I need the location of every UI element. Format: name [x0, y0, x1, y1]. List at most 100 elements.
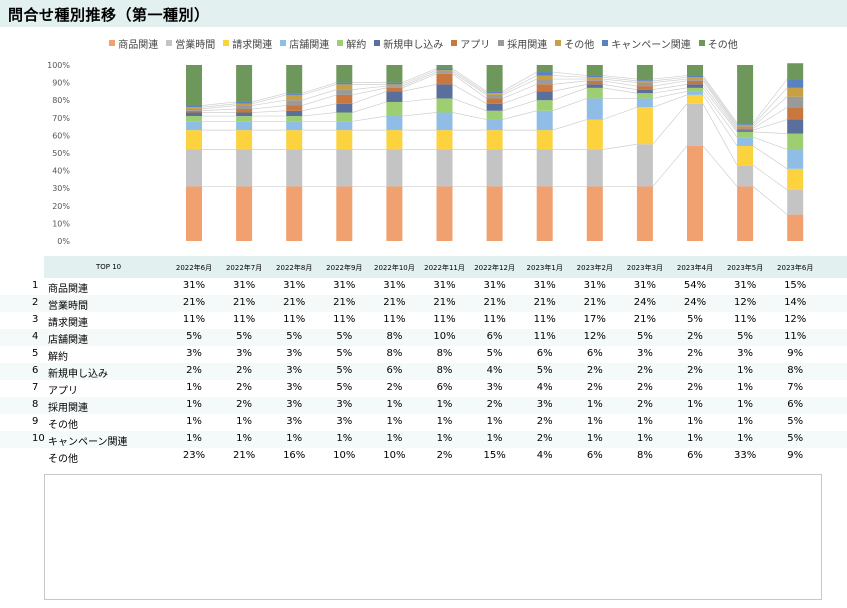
bar-segment	[687, 94, 703, 104]
legend-label: 店舗関連	[289, 39, 330, 51]
table-cell: 5%	[186, 331, 202, 342]
comment-box[interactable]	[44, 474, 822, 600]
table-cell: 1%	[436, 433, 453, 444]
row-rank: 1	[32, 280, 39, 291]
y-tick-label: 40%	[52, 167, 70, 176]
table-cell: 5%	[236, 331, 253, 342]
series-line	[652, 145, 688, 187]
series-line	[302, 89, 337, 101]
legend-swatch	[280, 40, 287, 46]
bar-segment	[236, 101, 253, 104]
bar-segment	[386, 149, 403, 187]
series-line	[452, 84, 487, 105]
legend-item: キャンペーン関連	[602, 36, 691, 51]
table-cell: 31%	[182, 280, 206, 291]
table-cell: 31%	[232, 280, 256, 291]
bar-segment	[336, 149, 353, 187]
table-cell: 6%	[586, 348, 603, 359]
bar-segment	[436, 70, 453, 73]
table-cell: 1%	[586, 399, 603, 410]
bar-segment	[636, 86, 653, 90]
series-line	[352, 87, 387, 96]
table-cell: 3%	[286, 382, 303, 393]
row-label: 営業時間	[48, 301, 88, 312]
legend-label: その他	[707, 39, 738, 51]
table-cell: 11%	[483, 314, 506, 325]
row-rank: 6	[32, 365, 39, 376]
bar-segment	[636, 144, 653, 187]
legend-swatch	[555, 40, 562, 46]
bar-segment	[636, 65, 653, 80]
row-rank: 10	[32, 433, 45, 444]
table-cell: 10%	[333, 450, 356, 461]
bar-segment	[186, 149, 202, 187]
series-line	[702, 103, 738, 166]
series-line	[502, 91, 537, 105]
bar-segment	[436, 130, 453, 150]
series-line	[702, 87, 738, 133]
row-label: 採用関連	[48, 403, 88, 414]
bar-segment	[286, 149, 303, 187]
table-cell: 31%	[633, 280, 656, 291]
series-line	[752, 119, 788, 131]
bar-segment	[636, 79, 653, 81]
row-label: 店舗関連	[48, 335, 88, 346]
table-cell: 2%	[586, 382, 603, 393]
series-line	[602, 106, 638, 120]
table-cell: 6%	[586, 450, 603, 461]
table-cell: 3%	[286, 365, 303, 376]
table-cell: 2%	[436, 450, 453, 461]
bar-segment	[536, 79, 553, 85]
table-cell: 21%	[232, 297, 256, 308]
bar-segment	[436, 84, 453, 99]
bar-segment	[386, 116, 403, 131]
bar-segment	[586, 79, 603, 81]
table-header-label: TOP 10	[96, 263, 122, 271]
series-line	[552, 80, 587, 85]
table-cell: 12%	[784, 314, 807, 325]
bar-segment	[536, 65, 553, 73]
table-cell: 24%	[633, 297, 656, 308]
bar-segment	[436, 73, 453, 85]
table-cell: 54%	[683, 280, 707, 291]
series-line	[702, 80, 738, 129]
table-cell: 2%	[486, 399, 503, 410]
legend-label: 解約	[346, 39, 367, 51]
bar-segment	[236, 116, 253, 122]
legend-swatch	[109, 40, 116, 46]
series-line	[552, 75, 587, 78]
table-cell: 2%	[186, 365, 202, 376]
table-row: 8 採用関連 1% 2% 3% 3% 1% 1% 2% 3% 1% 2% 1% 1% 6%	[0, 397, 847, 414]
bar-segment	[386, 86, 403, 88]
bar-segment	[286, 65, 303, 94]
series-line	[252, 110, 287, 113]
series-line	[752, 165, 788, 191]
bar-segment	[186, 105, 202, 108]
series-line	[402, 68, 437, 83]
bar-segment	[286, 116, 303, 122]
series-line	[452, 69, 487, 94]
series-line	[552, 98, 587, 112]
table-cell: 1%	[486, 416, 503, 427]
table-cell: 31%	[483, 280, 506, 291]
table-cell: 9%	[787, 348, 804, 359]
table-cell: 1%	[687, 416, 703, 427]
bar-segment	[486, 110, 503, 120]
bar-segment	[286, 94, 303, 101]
series-line	[753, 131, 788, 134]
table-cell: 31%	[283, 280, 306, 291]
series-line	[452, 98, 487, 112]
table-cell: 11%	[433, 314, 456, 325]
table-cell: 5%	[486, 348, 503, 359]
bar-segment	[536, 130, 553, 150]
series-line	[402, 73, 437, 89]
series-line	[502, 78, 537, 96]
table-header-row: TOP 10 2022年6月 2022年7月 2022年8月 2022年9月 2022年1…	[0, 256, 847, 278]
bar-segment	[336, 94, 353, 104]
bar-segment	[737, 130, 754, 132]
table-cell: 1%	[186, 433, 202, 444]
series-line	[752, 106, 788, 129]
table-cell: 5%	[636, 331, 653, 342]
bar-segment	[186, 130, 202, 150]
table-cell: 1%	[186, 382, 202, 393]
